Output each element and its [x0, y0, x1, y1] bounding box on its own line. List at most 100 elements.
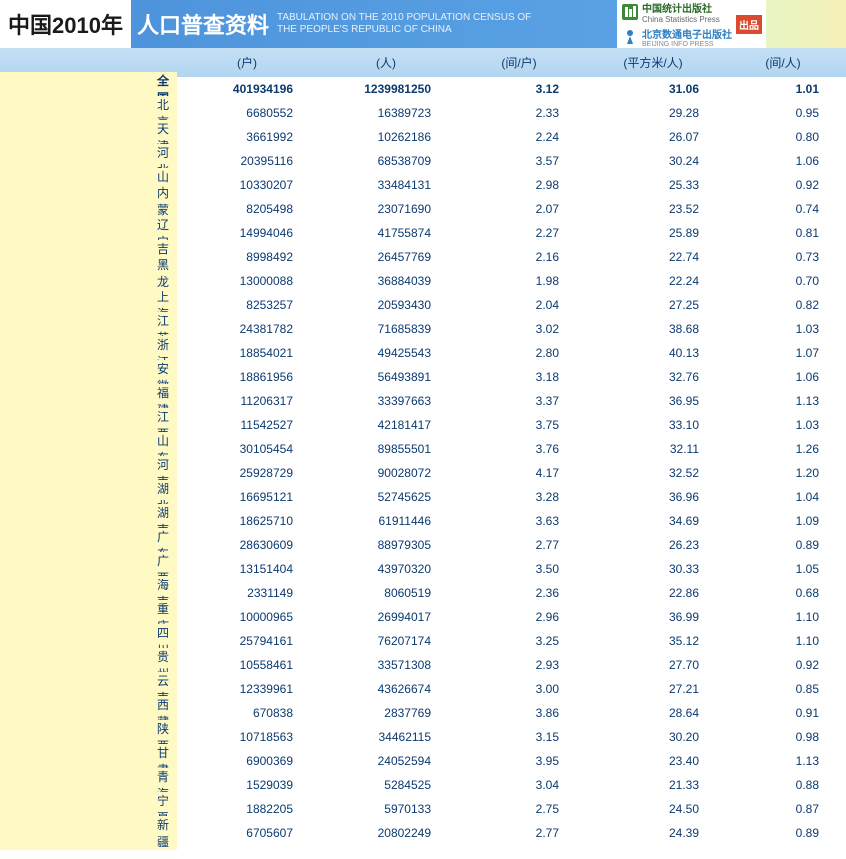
population-cell: 61911446 [317, 514, 455, 528]
population-cell: 26457769 [317, 250, 455, 264]
households-cell: 13000088 [177, 274, 317, 288]
info-press-icon [621, 28, 639, 46]
population-cell: 36884039 [317, 274, 455, 288]
rooms-per-person-cell: 0.87 [723, 802, 843, 816]
header-title-cn: 人口普查资料 [137, 8, 269, 40]
households-cell: 6680552 [177, 106, 317, 120]
households-cell: 28630609 [177, 538, 317, 552]
households-cell: 13151404 [177, 562, 317, 576]
rooms-per-person-cell: 0.95 [723, 106, 843, 120]
households-cell: 24381782 [177, 322, 317, 336]
rooms-per-hh-cell: 2.27 [455, 226, 583, 240]
households-cell: 10558461 [177, 658, 317, 672]
sqm-per-person-cell: 40.13 [583, 346, 723, 360]
rooms-per-person-cell: 1.10 [723, 610, 843, 624]
households-cell: 3661992 [177, 130, 317, 144]
rooms-per-hh-cell: 3.95 [455, 754, 583, 768]
rooms-per-person-cell: 1.13 [723, 754, 843, 768]
header-title-en-line1: TABULATION ON THE 2010 POPULATION CENSUS… [277, 12, 531, 24]
population-cell: 52745625 [317, 490, 455, 504]
rooms-per-hh-cell: 4.17 [455, 466, 583, 480]
population-cell: 10262186 [317, 130, 455, 144]
population-cell: 33571308 [317, 658, 455, 672]
rooms-per-hh-cell: 3.15 [455, 730, 583, 744]
households-cell: 1882205 [177, 802, 317, 816]
rooms-per-person-cell: 1.13 [723, 394, 843, 408]
rooms-per-hh-cell: 2.77 [455, 826, 583, 840]
population-cell: 24052594 [317, 754, 455, 768]
col-header-sqm-per-person: (平方米/人) [583, 54, 723, 71]
header-logos: 中国统计出版社 China Statistics Press 北京数通电子出版社… [617, 0, 766, 48]
households-cell: 11206317 [177, 394, 317, 408]
population-cell: 20593430 [317, 298, 455, 312]
rooms-per-person-cell: 0.92 [723, 178, 843, 192]
population-cell: 56493891 [317, 370, 455, 384]
rooms-per-hh-cell: 2.98 [455, 178, 583, 192]
sqm-per-person-cell: 36.95 [583, 394, 723, 408]
households-cell: 16695121 [177, 490, 317, 504]
col-header-region [0, 54, 177, 71]
rooms-per-person-cell: 0.89 [723, 826, 843, 840]
population-cell: 42181417 [317, 418, 455, 432]
rooms-per-hh-cell: 3.75 [455, 418, 583, 432]
sqm-per-person-cell: 28.64 [583, 706, 723, 720]
population-cell: 33397663 [317, 394, 455, 408]
rooms-per-hh-cell: 2.16 [455, 250, 583, 264]
households-cell: 18625710 [177, 514, 317, 528]
population-cell: 33484131 [317, 178, 455, 192]
sqm-per-person-cell: 34.69 [583, 514, 723, 528]
households-cell: 30105454 [177, 442, 317, 456]
rooms-per-person-cell: 0.98 [723, 730, 843, 744]
rooms-per-person-cell: 1.07 [723, 346, 843, 360]
rooms-per-hh-cell: 2.75 [455, 802, 583, 816]
rooms-per-hh-cell: 3.57 [455, 154, 583, 168]
rooms-per-person-cell: 1.01 [723, 82, 843, 96]
sqm-per-person-cell: 31.06 [583, 82, 723, 96]
rooms-per-person-cell: 1.04 [723, 490, 843, 504]
col-header-rooms-per-hh: (间/户) [455, 54, 583, 71]
page-header: 中国2010年 人口普查资料 TABULATION ON THE 2010 PO… [0, 0, 846, 48]
col-header-rooms-per-person: (间/人) [723, 54, 843, 71]
population-cell: 68538709 [317, 154, 455, 168]
logo1-en: China Statistics Press [642, 15, 720, 24]
households-cell: 18861956 [177, 370, 317, 384]
households-cell: 8998492 [177, 250, 317, 264]
sqm-per-person-cell: 32.11 [583, 442, 723, 456]
rooms-per-hh-cell: 3.86 [455, 706, 583, 720]
rooms-per-hh-cell: 3.25 [455, 634, 583, 648]
rooms-per-hh-cell: 2.36 [455, 586, 583, 600]
rooms-per-hh-cell: 2.80 [455, 346, 583, 360]
rooms-per-hh-cell: 2.93 [455, 658, 583, 672]
table-row: 新 疆6705607208022492.7724.390.89 [0, 821, 846, 845]
sqm-per-person-cell: 24.50 [583, 802, 723, 816]
stats-press-icon [621, 3, 639, 21]
households-cell: 14994046 [177, 226, 317, 240]
publish-badge: 出品 [736, 15, 762, 34]
sqm-per-person-cell: 38.68 [583, 322, 723, 336]
rooms-per-person-cell: 0.80 [723, 130, 843, 144]
population-cell: 34462115 [317, 730, 455, 744]
sqm-per-person-cell: 36.99 [583, 610, 723, 624]
rooms-per-person-cell: 0.81 [723, 226, 843, 240]
col-header-households: (户) [177, 54, 317, 71]
sqm-per-person-cell: 23.52 [583, 202, 723, 216]
rooms-per-person-cell: 0.85 [723, 682, 843, 696]
population-cell: 71685839 [317, 322, 455, 336]
rooms-per-person-cell: 1.10 [723, 634, 843, 648]
population-cell: 8060519 [317, 586, 455, 600]
rooms-per-hh-cell: 3.28 [455, 490, 583, 504]
header-title-en-line2: THE PEOPLE'S REPUBLIC OF CHINA [277, 24, 531, 36]
population-cell: 5970133 [317, 802, 455, 816]
households-cell: 25928729 [177, 466, 317, 480]
sqm-per-person-cell: 23.40 [583, 754, 723, 768]
rooms-per-hh-cell: 3.00 [455, 682, 583, 696]
population-cell: 1239981250 [317, 82, 455, 96]
sqm-per-person-cell: 22.74 [583, 250, 723, 264]
logo2-cn: 北京数通电子出版社 [642, 26, 732, 41]
households-cell: 11542527 [177, 418, 317, 432]
sqm-per-person-cell: 24.39 [583, 826, 723, 840]
sqm-per-person-cell: 22.86 [583, 586, 723, 600]
population-cell: 23071690 [317, 202, 455, 216]
population-cell: 90028072 [317, 466, 455, 480]
population-cell: 49425543 [317, 346, 455, 360]
